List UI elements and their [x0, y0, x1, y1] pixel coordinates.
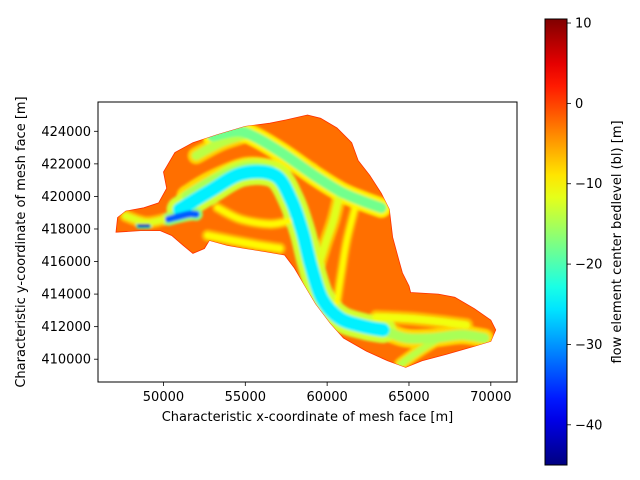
x-tick-label: 60000	[306, 390, 347, 405]
y-axis-ticks: 410000 412000 414000 416000 418000 420000 4220…	[41, 125, 98, 368]
y-tick-label: 416000	[41, 255, 91, 270]
colorbar	[544, 18, 568, 466]
channel-12	[172, 164, 390, 337]
channel-10	[377, 325, 490, 344]
channel-13	[164, 210, 200, 223]
colorbar-tick-label: −40	[575, 418, 602, 433]
colorbar-tick-label: −30	[575, 338, 602, 353]
channel-4	[372, 313, 470, 329]
y-tick-label: 422000	[41, 157, 91, 172]
y-tick-label: 414000	[41, 288, 91, 303]
y-tick-label: 420000	[41, 190, 91, 205]
axes-border	[97, 101, 518, 383]
channel-2	[204, 232, 283, 252]
x-axis-ticks: 50000 55000 60000 65000 70000	[143, 382, 511, 405]
y-tick-label: 410000	[41, 353, 91, 368]
x-tick-label: 65000	[388, 390, 429, 405]
mesh-layer	[115, 114, 497, 368]
colorbar-ticks: 10 0 −10 −20 −30 −40	[567, 17, 602, 433]
y-tick-label: 418000	[41, 222, 91, 237]
y-tick-label: 424000	[41, 125, 91, 140]
y-tick-label: 412000	[41, 320, 91, 335]
colorbar-tick-label: −20	[575, 258, 602, 273]
colorbar-label: flow element center bedlevel (bl) [m]	[610, 120, 625, 363]
x-axis-label: Characteristic x-coordinate of mesh face…	[162, 410, 454, 425]
x-tick-label: 55000	[225, 390, 266, 405]
channel-11	[207, 126, 387, 214]
x-tick-label: 70000	[470, 390, 511, 405]
channel-3	[214, 204, 293, 227]
colorbar-tick-label: −10	[575, 177, 602, 192]
colorbar-tick-label: 0	[575, 97, 583, 112]
channel-1	[334, 205, 358, 305]
colorbar-tick-label: 10	[575, 17, 592, 32]
x-tick-label: 50000	[143, 390, 184, 405]
y-axis-label: Characteristic y-coordinate of mesh face…	[14, 96, 29, 387]
